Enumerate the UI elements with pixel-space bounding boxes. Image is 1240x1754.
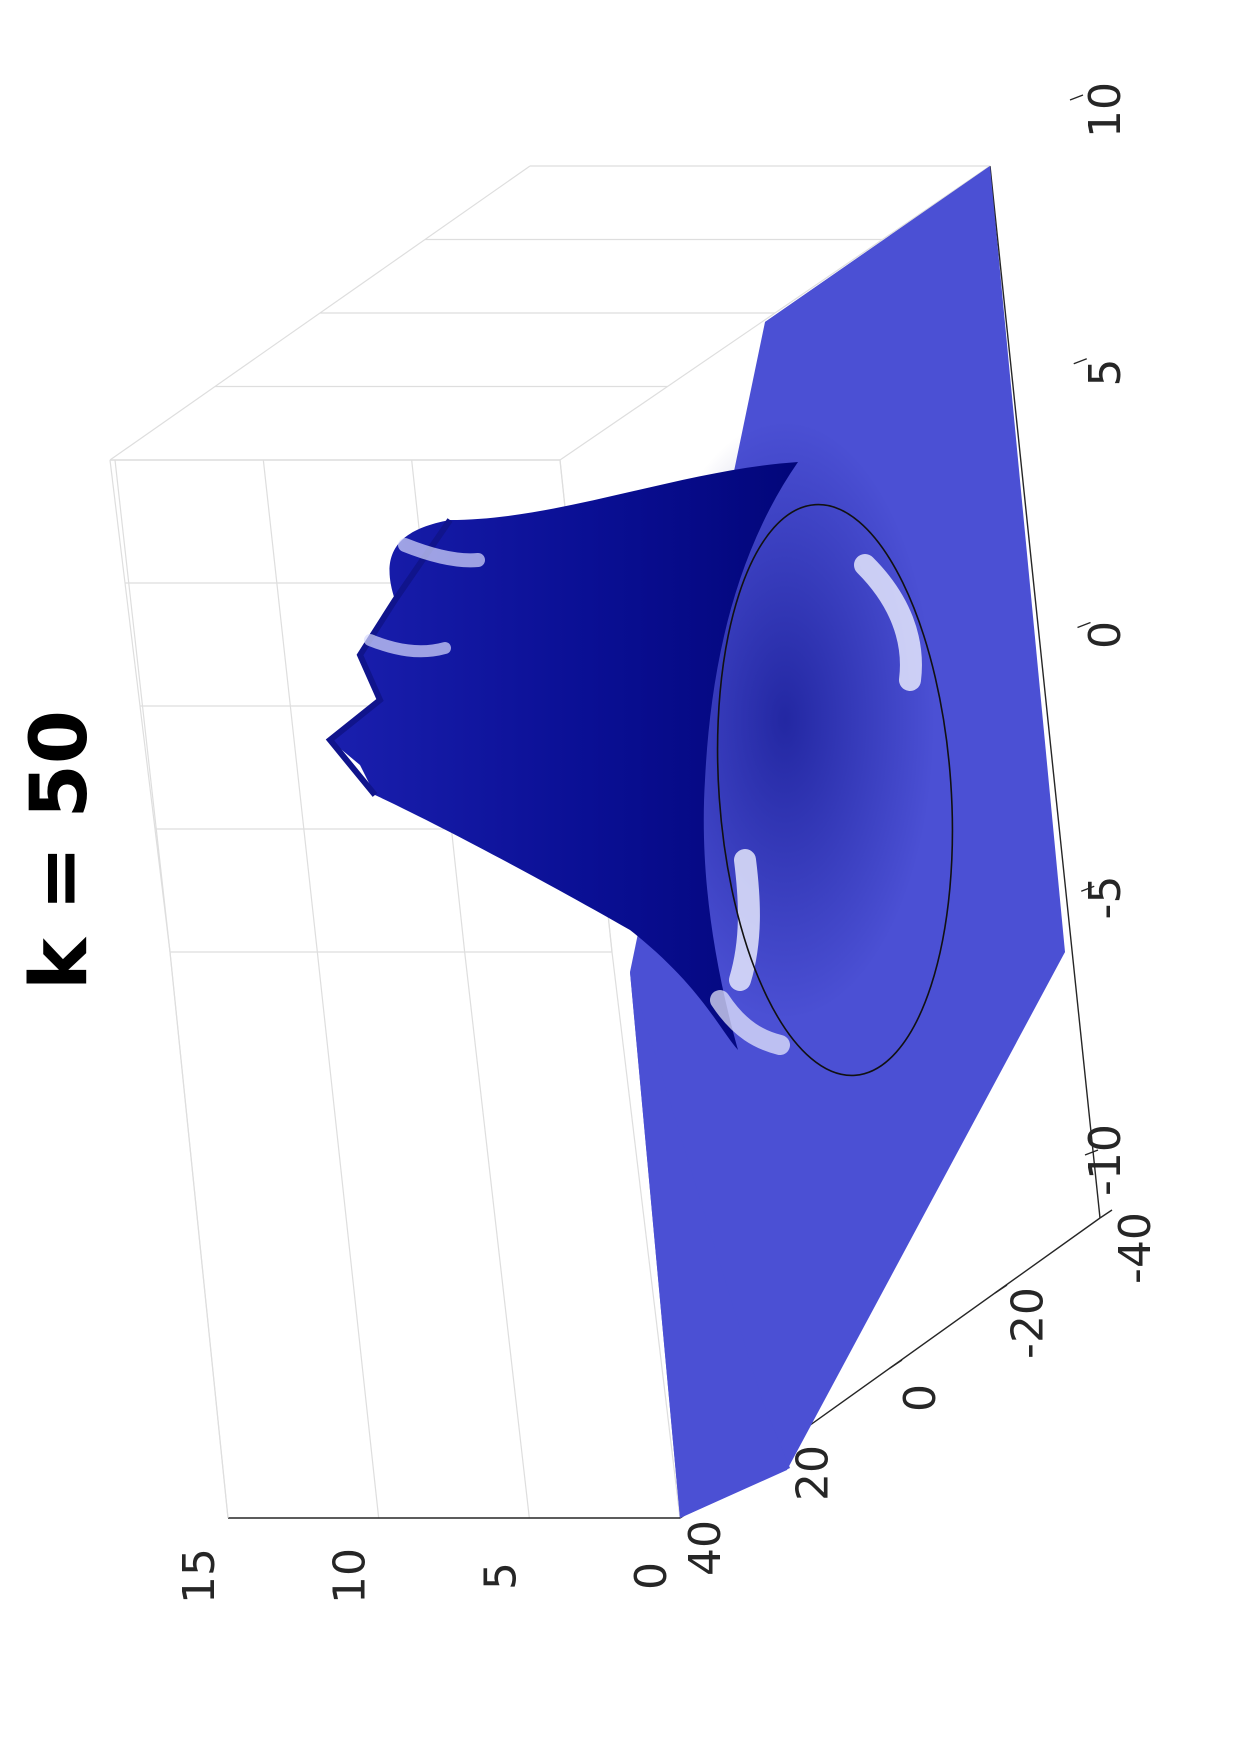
tick-label-y: -20 — [1003, 1287, 1054, 1359]
tick-label-x: -5 — [1080, 876, 1131, 920]
tick-label-z: 15 — [174, 1548, 225, 1604]
tick-label-z: 10 — [325, 1548, 376, 1604]
tick-mark-x — [1080, 885, 1095, 892]
tick-label-x: 5 — [1080, 359, 1131, 387]
box-edge — [169, 951, 229, 1519]
grid-line-z — [611, 951, 681, 1519]
contour-ring — [716, 503, 954, 1077]
peak-top-edge — [325, 518, 453, 797]
tick-label-y: 40 — [680, 1520, 731, 1576]
tick-label-y: 20 — [788, 1445, 839, 1501]
rim-highlight-left — [729, 849, 760, 991]
grid-line-z — [464, 951, 530, 1519]
tick-label-y: 0 — [895, 1384, 946, 1412]
box-edge — [109, 459, 171, 953]
tick-mark-x — [1073, 358, 1088, 365]
ridge-highlight-top — [398, 538, 485, 568]
chart-title: k = 50 — [15, 710, 105, 990]
tick-label-x: -10 — [1080, 1124, 1131, 1196]
peak-surface — [330, 462, 798, 1050]
base-sheet-left — [630, 972, 790, 1518]
x-axis-line — [989, 165, 1101, 1219]
tick-label-x: 0 — [1080, 621, 1131, 649]
tick-mark-y — [1099, 1209, 1113, 1219]
tick-label-y: -40 — [1110, 1212, 1161, 1284]
rim-highlight — [854, 554, 922, 691]
tick-labels: 0 5 10 15 -10 -5 0 5 10 40 20 0 -20 -40 — [174, 82, 1161, 1604]
tick-label-z: 0 — [626, 1562, 677, 1590]
tick-label-z: 5 — [475, 1562, 526, 1590]
tick-label-x: 10 — [1080, 82, 1131, 138]
ridge-highlight-mid — [364, 634, 451, 658]
box-edge — [559, 165, 991, 461]
tick-mark-x — [1069, 94, 1084, 101]
tick-mark-x — [1077, 621, 1091, 629]
rim-highlight-bottom — [710, 990, 790, 1055]
box-edge — [109, 165, 531, 461]
grid-line-z — [316, 951, 380, 1519]
tick-mark-x — [1084, 1149, 1099, 1156]
surface — [325, 166, 1065, 1518]
